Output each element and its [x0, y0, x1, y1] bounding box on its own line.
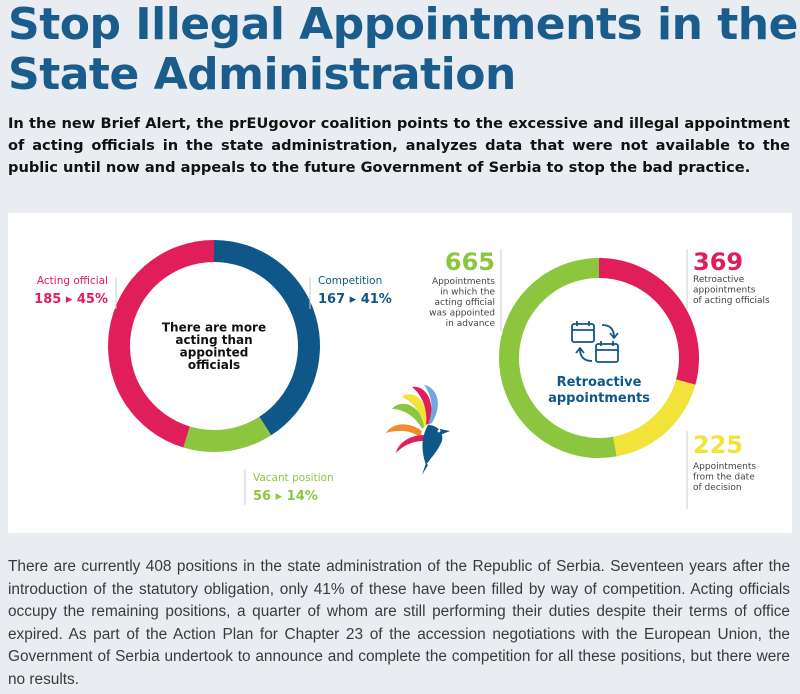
article-body: There are currently 408 positions in the… [8, 558, 790, 688]
slice-vacant-position [183, 416, 272, 452]
slice-competition [214, 240, 320, 436]
slice-value-2: 225 [693, 431, 743, 459]
infographic: There are more acting than appointed offici… [8, 213, 792, 533]
slice-label-line: Retroactive [693, 275, 745, 285]
slice-label-line: of acting officials [693, 296, 770, 306]
donut-chart-appointments: Retroactiveappointments369Retroactiveapp… [429, 248, 770, 509]
slice-label-line: Appointments [693, 462, 756, 472]
article-title: Stop Illegal Appointments in the State A… [8, 0, 798, 100]
slice-value-vacant-position: 56 ▸ 14% [253, 489, 318, 504]
slice-label-line: from the date [693, 473, 755, 483]
slice-label-line: in advance [446, 319, 496, 329]
center-label-line: appointed [180, 345, 249, 359]
slice-label-line: acting official [435, 298, 495, 308]
slice-label-line: in which the [440, 288, 495, 298]
slice-label-line: Appointments [432, 277, 495, 287]
peacock-logo-icon [386, 385, 450, 475]
slice-retroactive-appointments-of-acting-offic [599, 258, 699, 385]
article-lead: In the new Brief Alert, the prEUgovor co… [8, 115, 790, 176]
center-label-line: Retroactive [557, 375, 642, 390]
slice-acting-official [107, 240, 214, 448]
slice-label-vacant-position: Vacant position [253, 472, 334, 484]
slice-label-competition: Competition [318, 275, 382, 287]
slice-label-line: appointments [693, 286, 756, 296]
slice-label-line: of decision [693, 483, 742, 493]
calendar-arrows-icon [571, 321, 619, 363]
center-label-line: acting than [175, 333, 252, 347]
slice-value-competition: 167 ▸ 41% [318, 292, 392, 307]
slice-appointments-from-the-date-of-decision [613, 379, 696, 457]
center-label-line: appointments [548, 391, 650, 406]
slice-label-acting-official: Acting official [37, 275, 108, 287]
slice-label-line: was appointed [429, 309, 495, 319]
slice-value-acting-official: 185 ▸ 45% [34, 292, 108, 307]
slice-appointments-in-which-the-acting-officia [498, 258, 617, 458]
center-label-line: officials [188, 358, 240, 372]
slice-value-1: 369 [693, 248, 743, 276]
center-label-line: There are more [162, 320, 266, 334]
slice-value-3: 665 [445, 248, 495, 276]
